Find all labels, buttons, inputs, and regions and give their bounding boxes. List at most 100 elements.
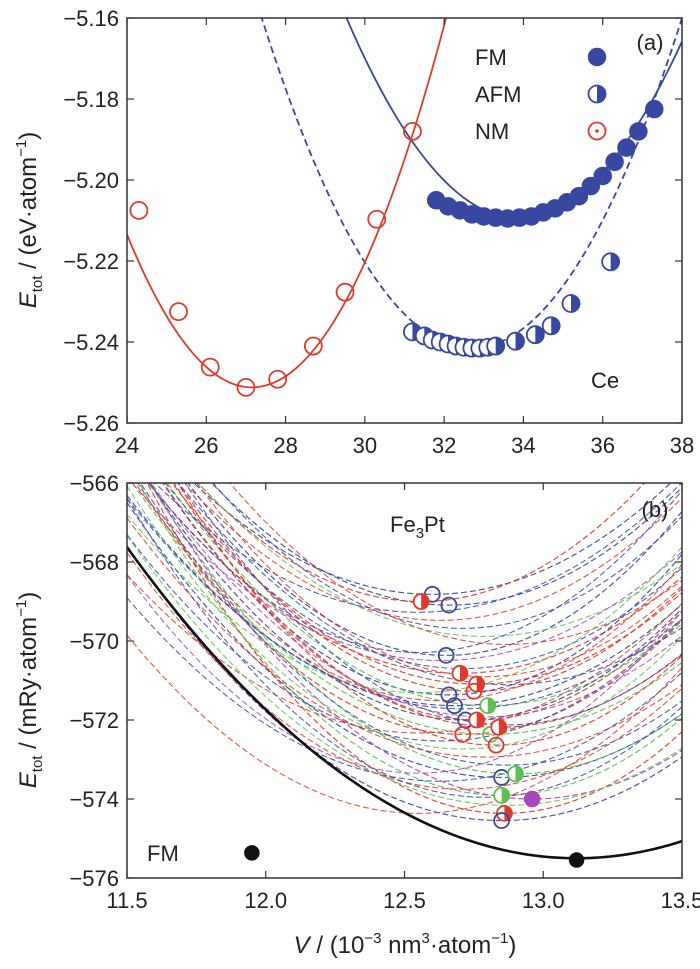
config-fit-line	[148, 483, 682, 654]
config-minimum-point	[451, 664, 469, 682]
panel-b-ticks: 11.5 12.0 12.5 13.0 13.5 −576 −574 −572 −570 −568…	[69, 471, 700, 913]
config-fit-line	[177, 483, 682, 686]
series-nm-point	[403, 121, 422, 141]
panel-b-fm-label: FM	[147, 841, 179, 866]
legend-marker-nm	[587, 121, 607, 141]
config-fit-line	[127, 535, 682, 806]
series-nm-point	[268, 369, 288, 389]
config-fit-line	[139, 483, 682, 766]
panel-a-y-tick-label: −5.18	[63, 87, 119, 112]
legend-label-nm: NM	[475, 119, 509, 144]
config-fit-line	[187, 483, 682, 656]
config-fit-line	[127, 514, 682, 694]
config-fit-line	[164, 483, 682, 670]
series-fm-point	[569, 186, 589, 206]
series-fm-point	[629, 122, 648, 141]
legend-marker-fm	[587, 47, 607, 67]
series-fm-point	[593, 166, 612, 186]
panel-a-frame	[126, 17, 683, 424]
panel-a-legend: FM AFM NM	[475, 45, 607, 144]
panel-a-label: (a)	[637, 30, 664, 55]
panel-b: 11.5 12.0 12.5 13.0 13.5 −576 −574 −572 −570 −568…	[13, 471, 700, 959]
panel-a-y-tick-label: −5.20	[63, 168, 119, 193]
config-fit-line	[127, 552, 682, 790]
config-minimum-point	[468, 711, 486, 729]
panel-b-annotation: Fe3Pt	[390, 512, 445, 542]
config-fit-line	[177, 483, 682, 692]
config-fit-line	[173, 483, 682, 721]
config-fit-line	[154, 483, 682, 613]
config-minimum-point	[487, 736, 505, 754]
panel-a-y-tick-label: −5.26	[63, 411, 119, 436]
config-minimum-point	[440, 686, 458, 704]
config-fit-line	[148, 483, 682, 775]
series-nm-point	[169, 302, 188, 322]
panel-a-y-tick-label: −5.16	[63, 6, 119, 31]
panel-b-y-tick-label: −576	[69, 866, 119, 891]
config-minimum-point	[493, 812, 511, 829]
panel-b-x-axis-label: V / (10−3 nm3·atom−1)	[294, 930, 517, 959]
series-afm-point	[601, 252, 621, 272]
config-minimum-point	[465, 682, 483, 700]
config-minimum-point	[507, 765, 524, 783]
config-fit-line	[197, 483, 682, 637]
panel-a-x-tick-label: 30	[353, 433, 377, 458]
panel-b-y-tick-label: −566	[69, 471, 119, 496]
series-nm-fit-line	[127, 18, 448, 389]
series-afm-point	[506, 331, 525, 351]
config-fit-line	[146, 483, 682, 814]
panel-b-x-tick-label: 11.5	[106, 888, 147, 913]
fm-fit-line	[127, 546, 682, 860]
panel-a-ticks: 24 26 28 30 32 34 36 38 −5.26 −5.24 −5.22 −5.20 −5.1…	[63, 6, 694, 458]
config-fit-line	[136, 483, 682, 735]
config-fit-line	[197, 483, 646, 603]
panel-a-x-tick-label: 34	[511, 433, 535, 458]
config-minimum-point	[446, 697, 463, 715]
panel-b-label: (b)	[642, 497, 669, 522]
panel-a-x-tick-label: 24	[115, 433, 139, 458]
config-fit-line	[150, 483, 682, 718]
series-afm-point	[561, 294, 581, 313]
config-fit-line	[127, 545, 682, 822]
config-minimum-point	[440, 596, 458, 614]
config-fit-line	[177, 483, 682, 746]
series-nm-point	[303, 336, 323, 356]
panel-a-x-tick-label: 26	[194, 433, 218, 458]
config-fit-line	[184, 483, 682, 621]
panel-b-y-tick-label: −570	[69, 629, 119, 654]
panel-b-frame	[126, 482, 683, 879]
panel-b-x-tick-label: 12.5	[383, 888, 426, 913]
panel-a-y-axis-label: Etot / (eV·atom−1)	[13, 132, 46, 309]
series-fm-point	[605, 152, 624, 172]
panel-a-x-tick-label: 36	[590, 433, 614, 458]
panel-a: 24 26 28 30 32 34 36 38 −5.26 −5.24 −5.22 −5.20 −5.1…	[13, 6, 694, 458]
series-fm-point	[617, 138, 636, 157]
fm-point	[568, 852, 585, 868]
series-nm-point	[236, 377, 256, 397]
series-nm-point	[129, 200, 149, 220]
legend-label-afm: AFM	[475, 82, 521, 107]
panel-a-y-tick-label: −5.24	[63, 330, 119, 355]
series-afm-fit-line	[260, 18, 682, 349]
fm-point	[244, 845, 260, 861]
config-minimum-point	[479, 697, 497, 715]
series-nm-point	[367, 209, 387, 229]
series-nm-point	[200, 357, 220, 377]
config-fit-line	[162, 483, 682, 696]
config-minimum-point	[437, 646, 455, 664]
panel-b-data-points	[244, 585, 585, 868]
panel-a-x-tick-label: 32	[432, 433, 456, 458]
config-fit-line	[192, 483, 672, 595]
series-afm-point	[525, 325, 545, 345]
panel-b-y-tick-label: −574	[69, 787, 119, 812]
config-fit-line	[212, 483, 682, 629]
config-fit-line	[127, 534, 682, 742]
panel-b-y-axis-label: Etot / (mRy·atom−1)	[13, 592, 46, 788]
config-minimum-point	[490, 718, 508, 736]
config-fit-line	[127, 485, 682, 750]
config-fit-line	[184, 483, 682, 726]
config-fit-line	[127, 597, 682, 782]
series-afm-point	[486, 336, 506, 356]
config-fit-line	[134, 483, 682, 702]
